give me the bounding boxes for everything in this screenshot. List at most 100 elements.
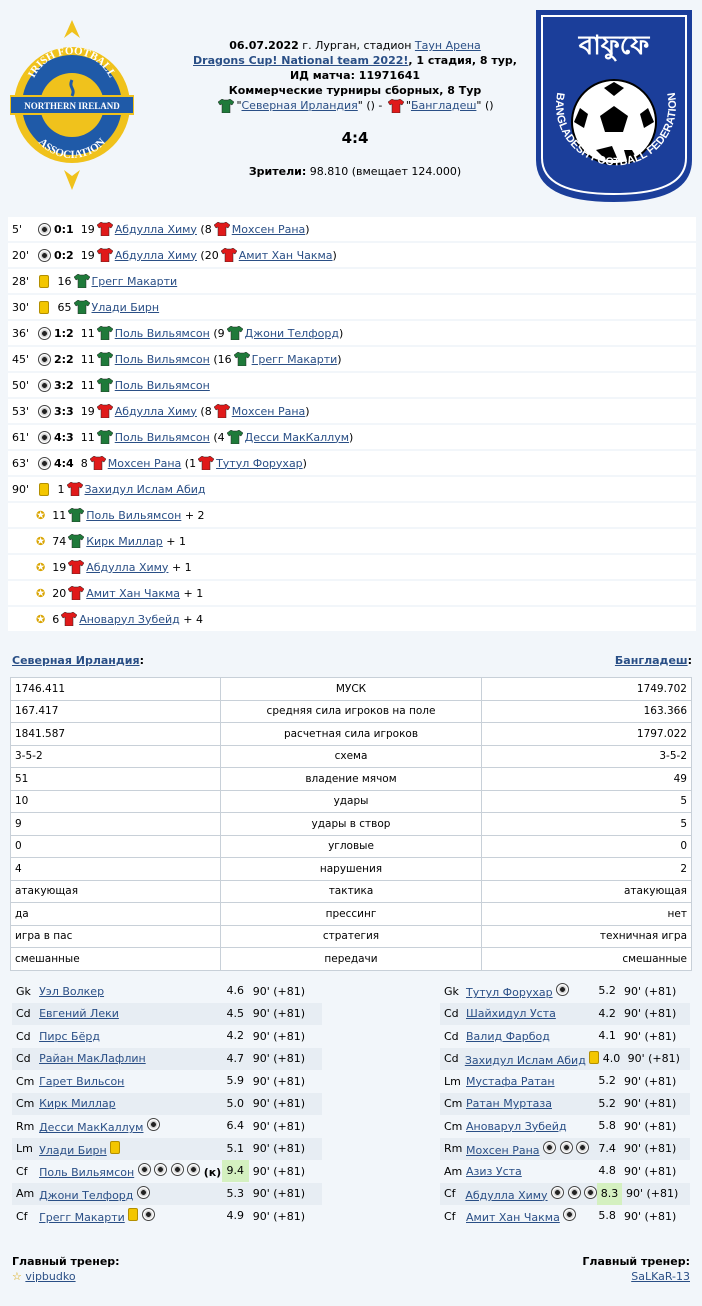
goal-ball-icon	[37, 404, 51, 418]
player-position: Lm	[444, 1074, 461, 1088]
stats-row: 1841.587 расчетная сила игроков 1797.022	[10, 722, 692, 746]
lineup-player-link[interactable]: Азиз Уста	[466, 1164, 522, 1178]
lineup-player-link[interactable]: Уэл Волкер	[39, 984, 105, 998]
away-team-link[interactable]: Бангладеш	[410, 99, 477, 112]
player-number: 11	[80, 430, 95, 444]
lineup-row: Am Джони Телфорд 5.3 90' (+81)	[12, 1182, 322, 1205]
player-number: 11	[80, 352, 95, 366]
stats-row: 3-5-2 схема 3-5-2	[10, 744, 692, 768]
yellow-card-icon	[39, 300, 49, 314]
lineup-player-link[interactable]: Амит Хан Чакма	[466, 1211, 560, 1225]
event-player-link[interactable]: Поль Вильямсон	[114, 430, 210, 444]
teams-labels: Северная Ирландия: Бангладеш:	[12, 654, 692, 667]
event-player-link[interactable]: Мохсен Рана	[107, 456, 182, 470]
home-team-link[interactable]: Северная Ирландия	[241, 99, 358, 112]
lineup-player-link[interactable]: Джони Телфорд	[39, 1188, 134, 1202]
lineup-player-link[interactable]: Абдулла Химу	[465, 1188, 548, 1202]
player-rating: 5.0	[226, 1096, 245, 1110]
lineup-player-link[interactable]: Шайхидул Уста	[466, 1007, 556, 1021]
event-player-link[interactable]: Поль Вильямсон	[114, 378, 210, 392]
lineup-player-link[interactable]: Десси МакКаллум	[39, 1121, 144, 1135]
lineup-player-link[interactable]: Пирс Бёрд	[39, 1029, 100, 1043]
star-player-link[interactable]: Амит Хан Чакма	[86, 586, 181, 600]
goal-ball-icon	[37, 222, 51, 236]
bangladesh-ff-logo: বাফুফে BANGLADESH FOOTBALL FEDERATION	[536, 10, 692, 202]
player-minutes: 90' (+81)	[252, 1029, 306, 1043]
player-rating: 5.1	[226, 1141, 245, 1155]
home-shirt-icon	[226, 430, 243, 444]
assist-player-link[interactable]: Грегг Макарти	[251, 352, 338, 366]
assist-player-link[interactable]: Десси МакКаллум	[244, 430, 350, 444]
star-player-link[interactable]: Абдулла Химу	[86, 560, 169, 574]
away-team-stats-link[interactable]: Бангладеш	[614, 654, 688, 667]
assist-player-link[interactable]: Мохсен Рана	[231, 404, 306, 418]
lineup-row: Lm Улади Бирн 5.1 90' (+81)	[12, 1137, 322, 1160]
assist-player-link[interactable]: Тутул Форухар	[216, 456, 303, 470]
event-player-link[interactable]: Абдулла Химу	[114, 404, 197, 418]
event-row: 36' 1:2 11 Поль Вильямсон (9 Джони Телфорд…	[8, 321, 696, 345]
event-player-link[interactable]: Захидул Ислам Абид	[84, 482, 206, 496]
lineup-player-link[interactable]: Ратан Муртаза	[466, 1097, 552, 1111]
lineup-player-link[interactable]: Поль Вильямсон	[39, 1166, 135, 1180]
home-team-stats-link[interactable]: Северная Ирландия	[12, 654, 140, 667]
lineup-player-link[interactable]: Захидул Ислам Абид	[464, 1053, 586, 1067]
player-rating: 7.4	[598, 1141, 616, 1155]
lineup-player-link[interactable]: Улади Бирн	[39, 1143, 107, 1157]
lineup-player-link[interactable]: Евгений Леки	[39, 1007, 119, 1021]
lineup-player-link[interactable]: Мустафа Ратан	[466, 1074, 555, 1088]
player-position: Cd	[444, 1007, 459, 1021]
lineup-player-link[interactable]: Ановарул Зубейд	[466, 1119, 567, 1133]
event-minute: 53'	[12, 404, 30, 418]
lineup-player-link[interactable]: Мохсен Рана	[466, 1143, 540, 1157]
assist-player-link[interactable]: Мохсен Рана	[231, 222, 306, 236]
goal-ball-icon	[136, 1185, 150, 1199]
match-events: 5' 0:1 19 Абдулла Химу (8 Мохсен Рана) 20' …	[8, 217, 696, 633]
player-minutes: 90' (+81)	[624, 1164, 677, 1178]
event-player-link[interactable]: Абдулла Химу	[114, 248, 197, 262]
assist-player-link[interactable]: Амит Хан Чакма	[238, 248, 333, 262]
stat-label: средняя сила игроков на поле	[220, 699, 482, 723]
event-row: 50' 3:2 11 Поль Вильямсон	[8, 373, 696, 397]
home-shirt-icon	[68, 508, 85, 522]
lineup-player-link[interactable]: Кирк Миллар	[39, 1097, 116, 1111]
goal-ball-icon	[584, 1185, 598, 1199]
home-coach-link[interactable]: vipbudko	[25, 1270, 76, 1283]
stadium-link[interactable]: Таун Арена	[414, 39, 481, 52]
player-number: 11	[80, 378, 95, 392]
player-position: Rm	[16, 1119, 35, 1133]
player-position: Cm	[16, 1074, 35, 1088]
player-minutes: 90' (+81)	[625, 1187, 679, 1201]
star-player-link[interactable]: Ановарул Зубейд	[79, 612, 180, 626]
lineup-player-link[interactable]: Валид Фарбод	[466, 1029, 550, 1043]
away-stat: 2	[481, 857, 692, 881]
event-player-link[interactable]: Улади Бирн	[91, 300, 160, 314]
away-coach-link[interactable]: SaLKaR-13	[631, 1270, 690, 1283]
lineup-player-link[interactable]: Грегг Макарти	[39, 1211, 125, 1225]
star-player-link[interactable]: Поль Вильямсон	[86, 508, 182, 522]
event-score: 2:2	[54, 352, 74, 366]
assist-player-link[interactable]: Джони Телфорд	[244, 326, 339, 340]
lineup-player-link[interactable]: Райан МакЛафлин	[39, 1052, 146, 1066]
player-minutes: 90' (+81)	[624, 1209, 677, 1223]
event-row: 61' 4:3 11 Поль Вильямсон (4 Десси МакКалл…	[8, 425, 696, 449]
tournament-link[interactable]: Dragons Cup! National team 2022!	[193, 54, 409, 67]
home-shirt-icon	[218, 99, 235, 113]
player-rating: 4.2	[598, 1006, 616, 1020]
lineup-row: Cd Захидул Ислам Абид 4.0 90' (+81)	[440, 1047, 690, 1070]
lineup-player-link[interactable]: Гарет Вильсон	[39, 1074, 125, 1088]
star-player-link[interactable]: Кирк Миллар	[86, 534, 163, 548]
goal-ball-icon	[37, 378, 51, 392]
event-score: 0:1	[54, 222, 74, 236]
event-player-link[interactable]: Поль Вильямсон	[114, 326, 210, 340]
player-minutes: 90' (+81)	[252, 1097, 306, 1111]
player-position: Cf	[444, 1187, 456, 1201]
player-rating: 4.6	[226, 984, 245, 998]
event-player-link[interactable]: Абдулла Химу	[114, 222, 197, 236]
star-player-row: ✪ 74 Кирк Миллар + 1	[8, 529, 696, 553]
event-player-link[interactable]: Поль Вильямсон	[114, 352, 210, 366]
away-stat: нет	[481, 902, 692, 926]
event-player-link[interactable]: Грегг Макарти	[91, 274, 178, 288]
lineup-player-link[interactable]: Тутул Форухар	[466, 986, 553, 1000]
goal-ball-icon	[551, 1185, 565, 1199]
home-stat: смешанные	[10, 947, 221, 971]
